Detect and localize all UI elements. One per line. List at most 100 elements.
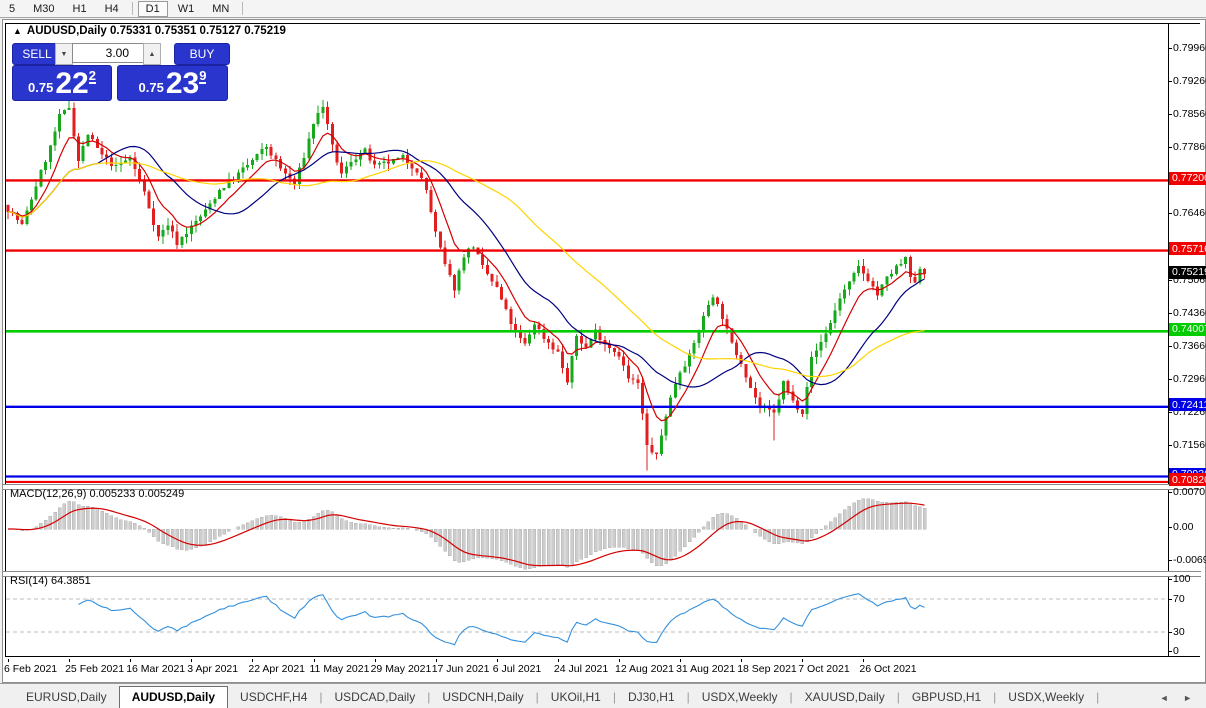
chart-tab-usdchf[interactable]: USDCHF,H4 bbox=[240, 690, 308, 704]
rsi-tick-label: 100 bbox=[1173, 573, 1191, 585]
chart-tab-xauusd[interactable]: XAUUSD,Daily bbox=[804, 690, 885, 704]
date-axis-label: 11 May 2021 bbox=[309, 663, 370, 675]
macd-tick-label: 0.007015 bbox=[1173, 486, 1206, 498]
one-click-trading-panel: SELL ▼ 3.00 ▲ BUY 0.75 22 2 0.75 23 9 bbox=[12, 43, 230, 103]
price-tick-mark bbox=[1168, 444, 1172, 446]
timeframe-button-w1[interactable]: W1 bbox=[177, 2, 195, 15]
rsi-tick-label: 70 bbox=[1173, 593, 1185, 605]
timeframe-button-m30[interactable]: M30 bbox=[33, 2, 55, 15]
date-tick-mark bbox=[496, 659, 498, 662]
price-axis-border bbox=[1168, 23, 1169, 657]
rsi-tick-label: 0 bbox=[1173, 645, 1179, 657]
price-line-chip: 0.72411 bbox=[1169, 398, 1206, 412]
macd-tick-label: 0.00 bbox=[1173, 521, 1194, 533]
date-axis-label: 22 Apr 2021 bbox=[248, 663, 306, 675]
date-tick-mark bbox=[252, 659, 254, 662]
tab-separator: | bbox=[319, 690, 323, 704]
timeframe-button-h1[interactable]: H1 bbox=[72, 2, 87, 15]
rsi-indicator-label: RSI(14) 64.3851 bbox=[10, 575, 91, 587]
rsi-chart-canvas[interactable] bbox=[6, 576, 1168, 656]
tab-separator: | bbox=[427, 690, 431, 704]
price-tick-mark bbox=[1168, 411, 1172, 413]
macd-indicator-label: MACD(12,26,9) 0.005233 0.005249 bbox=[10, 488, 185, 500]
macd-chart-canvas[interactable] bbox=[6, 489, 1168, 571]
chart-tab-audusd-active[interactable]: AUDUSD,Daily bbox=[118, 686, 229, 708]
date-axis-label: 6 Jul 2021 bbox=[492, 663, 542, 675]
tab-separator: | bbox=[896, 690, 900, 704]
price-line-chip: 0.75219 bbox=[1169, 265, 1206, 279]
date-axis-label: 7 Oct 2021 bbox=[798, 663, 850, 675]
price-tick-mark bbox=[1168, 81, 1172, 83]
buy-price-big: 23 bbox=[165, 67, 200, 100]
date-tick-mark bbox=[191, 659, 193, 662]
toolbar-separator bbox=[242, 2, 244, 15]
volume-input[interactable]: 3.00 bbox=[72, 43, 144, 63]
chart-tab-ukoil[interactable]: UKOil,H1 bbox=[550, 690, 601, 704]
chart-tab-dj30[interactable]: DJ30,H1 bbox=[627, 690, 675, 704]
date-tick-mark bbox=[680, 659, 682, 662]
pane-splitter[interactable] bbox=[3, 484, 1201, 490]
chart-tab-bar: EURUSD,Daily AUDUSD,Daily USDCHF,H4 | USDCAD… bbox=[0, 683, 1206, 708]
sell-price-box[interactable]: 0.75 22 2 bbox=[12, 65, 112, 101]
chart-tab-usdx[interactable]: USDX,Weekly bbox=[701, 690, 778, 704]
date-axis-label: 25 Feb 2021 bbox=[65, 663, 125, 675]
date-tick-mark bbox=[69, 659, 71, 662]
date-axis-label: 6 Feb 2021 bbox=[4, 663, 58, 675]
date-axis-label: 26 Oct 2021 bbox=[859, 663, 917, 675]
date-axis: 6 Feb 2021 25 Feb 2021 16 Mar 2021 3 Apr 20… bbox=[0, 659, 1206, 681]
price-line-chip: 0.75716 bbox=[1169, 242, 1206, 256]
buy-button[interactable]: BUY bbox=[174, 43, 230, 65]
timeframe-toolbar: 5 M30 H1 H4 D1 W1 MN bbox=[0, 0, 1206, 18]
sell-button[interactable]: SELL bbox=[12, 43, 62, 65]
macd-tick-mark bbox=[1168, 560, 1172, 561]
tab-separator: | bbox=[535, 690, 539, 704]
volume-increase-button[interactable]: ▲ bbox=[143, 43, 161, 65]
price-tick-mark bbox=[1168, 345, 1172, 347]
timeframe-button-h4[interactable]: H4 bbox=[104, 2, 119, 15]
date-tick-mark bbox=[741, 659, 743, 662]
rsi-tick-mark bbox=[1168, 599, 1172, 600]
chart-ohlc-title: ▲ AUDUSD,Daily 0.75331 0.75351 0.75127 0.… bbox=[13, 25, 286, 37]
buy-price-box[interactable]: 0.75 23 9 bbox=[117, 65, 228, 101]
tab-separator: | bbox=[686, 690, 690, 704]
date-axis-label: 29 May 2021 bbox=[370, 663, 432, 675]
pane-splitter[interactable] bbox=[3, 571, 1201, 577]
rsi-tick-mark bbox=[1168, 579, 1172, 580]
price-chart-canvas[interactable] bbox=[6, 24, 1168, 484]
sell-price-superscript: 2 bbox=[88, 68, 96, 84]
collapse-arrow-icon[interactable]: ▲ bbox=[13, 26, 22, 36]
chart-tab-gbpusd[interactable]: GBPUSD,H1 bbox=[911, 690, 982, 704]
chart-tab-eurusd[interactable]: EURUSD,Daily bbox=[26, 690, 107, 704]
date-tick-mark bbox=[313, 659, 315, 662]
timeframe-button-5[interactable]: 5 bbox=[9, 2, 16, 15]
date-axis-label: 17 Jun 2021 bbox=[431, 663, 490, 675]
tab-separator: | bbox=[993, 690, 997, 704]
chart-tab-usdcnh[interactable]: USDCNH,Daily bbox=[442, 690, 524, 704]
timeframe-button-d1[interactable]: D1 bbox=[137, 0, 168, 17]
price-tick-mark bbox=[1168, 114, 1172, 116]
symbol-title: AUDUSD,Daily bbox=[26, 25, 107, 37]
date-tick-mark bbox=[557, 659, 559, 662]
date-tick-mark bbox=[619, 659, 620, 662]
tab-scroll-arrows[interactable]: ◄ ► bbox=[1159, 693, 1198, 703]
price-tick-mark bbox=[1168, 279, 1172, 281]
date-axis-label: 18 Sep 2021 bbox=[737, 663, 797, 675]
timeframe-button-mn[interactable]: MN bbox=[212, 2, 230, 15]
date-tick-mark bbox=[435, 659, 437, 662]
macd-tick-mark bbox=[1168, 492, 1172, 493]
chart-tab-usdx[interactable]: USDX,Weekly bbox=[1008, 690, 1085, 704]
tab-separator: | bbox=[612, 690, 616, 704]
date-axis-label: 16 Mar 2021 bbox=[126, 663, 186, 675]
date-axis-label: 24 Jul 2021 bbox=[553, 663, 609, 675]
chart-tab-usdcad[interactable]: USDCAD,Daily bbox=[334, 690, 416, 704]
date-axis-label: 12 Aug 2021 bbox=[615, 663, 674, 675]
price-tick-mark bbox=[1168, 378, 1172, 380]
macd-tick-mark bbox=[1168, 527, 1172, 528]
buy-price-small: 0.75 bbox=[138, 80, 164, 95]
